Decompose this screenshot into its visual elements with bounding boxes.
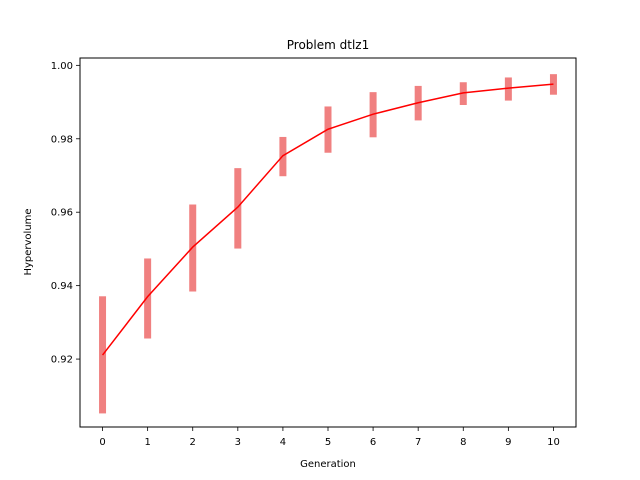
x-tick-label: 3 [235,437,241,448]
x-tick-label: 8 [460,437,466,448]
error-bar [234,168,242,249]
x-tick-label: 2 [190,437,196,448]
series-line [101,83,554,356]
error-bar [504,77,512,101]
series-line-group [101,83,554,356]
x-tick-label: 0 [99,437,105,448]
plot-frame [79,57,577,428]
y-tick-label: 0.96 [51,208,73,219]
chart-title: Problem dtlz1 [287,38,369,52]
x-tick-label: 10 [547,437,560,448]
x-tick-label: 6 [370,437,376,448]
error-bar [144,258,152,339]
x-axis-label: Generation [300,459,356,470]
x-tick-label: 4 [280,437,286,448]
y-tick-label: 1.00 [51,61,73,72]
y-tick-label: 0.94 [51,281,73,292]
y-axis-ticks: 0.92 0.94 0.96 0.98 1.00 [51,61,80,366]
y-tick-label: 0.92 [51,355,73,366]
y-tick-label: 0.98 [51,134,73,145]
x-tick-label: 5 [325,437,331,448]
x-axis-ticks: 0 1 2 3 4 5 6 7 8 9 10 [99,427,560,448]
x-tick-label: 9 [505,437,511,448]
x-tick-label: 7 [415,437,421,448]
y-axis-label: Hypervolume [23,208,34,275]
x-tick-label: 1 [144,437,150,448]
